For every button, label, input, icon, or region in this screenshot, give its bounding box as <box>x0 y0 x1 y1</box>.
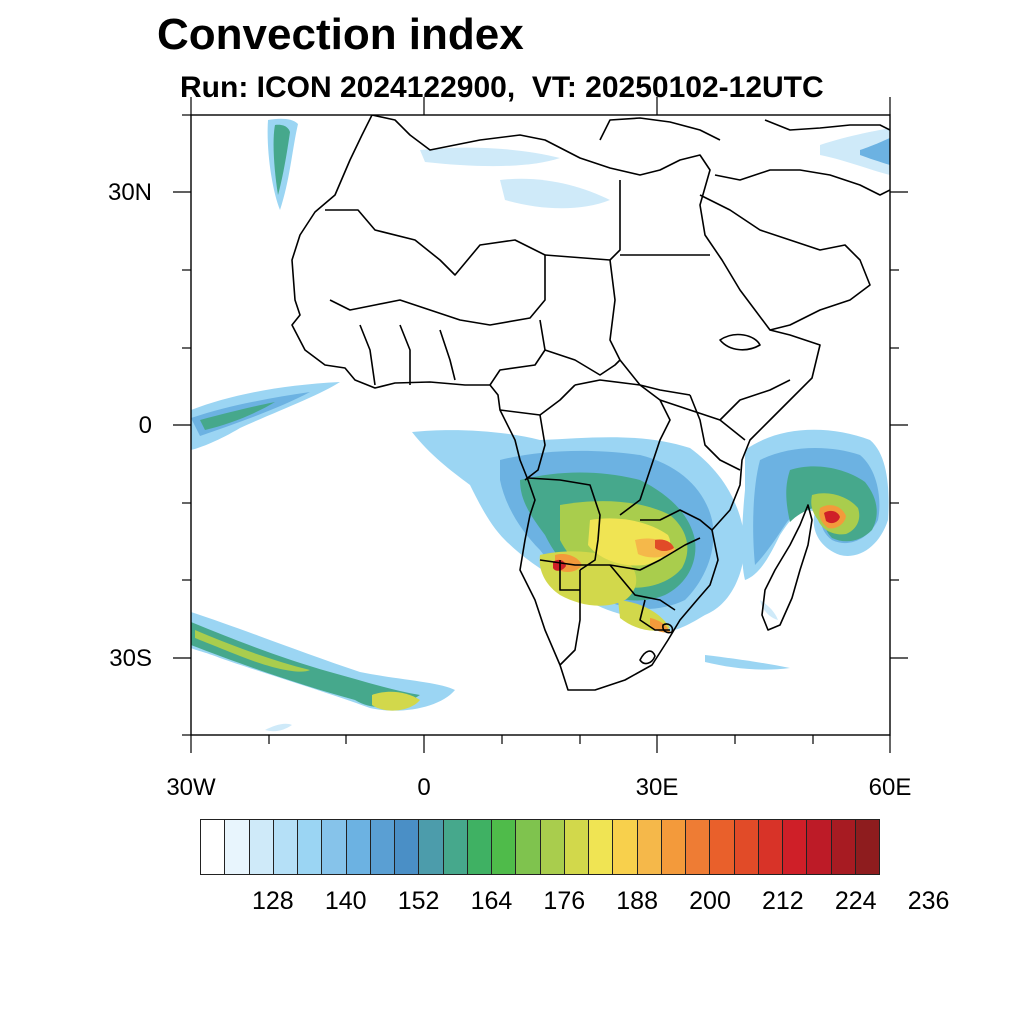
colorbar-swatch <box>831 820 856 874</box>
colorbar-tick-label: 188 <box>616 887 658 915</box>
lon-label-0: 0 <box>417 774 431 801</box>
colorbar-swatch <box>225 820 250 874</box>
lat-label-0: 0 <box>138 412 152 439</box>
colorbar-swatch <box>443 820 468 874</box>
colorbar-tick-label: 176 <box>543 887 586 915</box>
colorbar-swatch <box>395 820 420 874</box>
colorbar-swatch <box>589 820 614 874</box>
run-subtitle: Run: ICON 2024122900, VT: 20250102-12UTC <box>180 71 824 104</box>
colorbar-swatch <box>710 820 735 874</box>
colorbar-swatch <box>322 820 347 874</box>
colorbar-swatch <box>201 820 226 874</box>
colorbar-swatch <box>370 820 395 874</box>
colorbar <box>200 819 880 875</box>
lon-label-30w: 30W <box>166 774 216 801</box>
chart-title: Convection index <box>157 10 524 59</box>
colorbar-tick-label: 212 <box>761 887 804 915</box>
colorbar-swatch <box>661 820 686 874</box>
colorbar-tick-label: 140 <box>324 887 367 915</box>
map-frame <box>190 114 891 736</box>
colorbar-tick-label: 200 <box>689 887 731 915</box>
colorbar-swatch <box>734 820 759 874</box>
colorbar-tick-label: 224 <box>834 887 877 915</box>
colorbar-swatch <box>540 820 565 874</box>
colorbar-swatch <box>564 820 589 874</box>
colorbar-swatch <box>613 820 638 874</box>
convection-field <box>191 118 890 732</box>
colorbar-swatch <box>467 820 492 874</box>
lat-label-30s: 30S <box>109 645 152 672</box>
colorbar-swatch <box>249 820 274 874</box>
coastlines-borders <box>291 115 890 691</box>
colorbar-tick-label: 128 <box>251 887 294 915</box>
colorbar-swatch <box>419 820 444 874</box>
colorbar-swatch <box>273 820 298 874</box>
colorbar-swatch <box>346 820 371 874</box>
colorbar-swatch <box>855 820 879 874</box>
colorbar-swatch <box>637 820 662 874</box>
colorbar-swatch <box>807 820 832 874</box>
colorbar-swatch <box>758 820 783 874</box>
lon-label-30e: 30E <box>635 774 679 801</box>
colorbar-swatch <box>783 820 808 874</box>
axis-ticks <box>173 97 908 753</box>
colorbar-tick-label: 152 <box>397 887 440 915</box>
colorbar-tick-label: 236 <box>907 887 950 915</box>
colorbar-swatch <box>492 820 517 874</box>
colorbar-swatch <box>516 820 541 874</box>
colorbar-swatch <box>686 820 711 874</box>
lat-label-30n: 30N <box>107 179 152 206</box>
colorbar-tick-label: 164 <box>470 887 513 915</box>
colorbar-swatch <box>298 820 323 874</box>
lon-label-60e: 60E <box>868 774 912 801</box>
